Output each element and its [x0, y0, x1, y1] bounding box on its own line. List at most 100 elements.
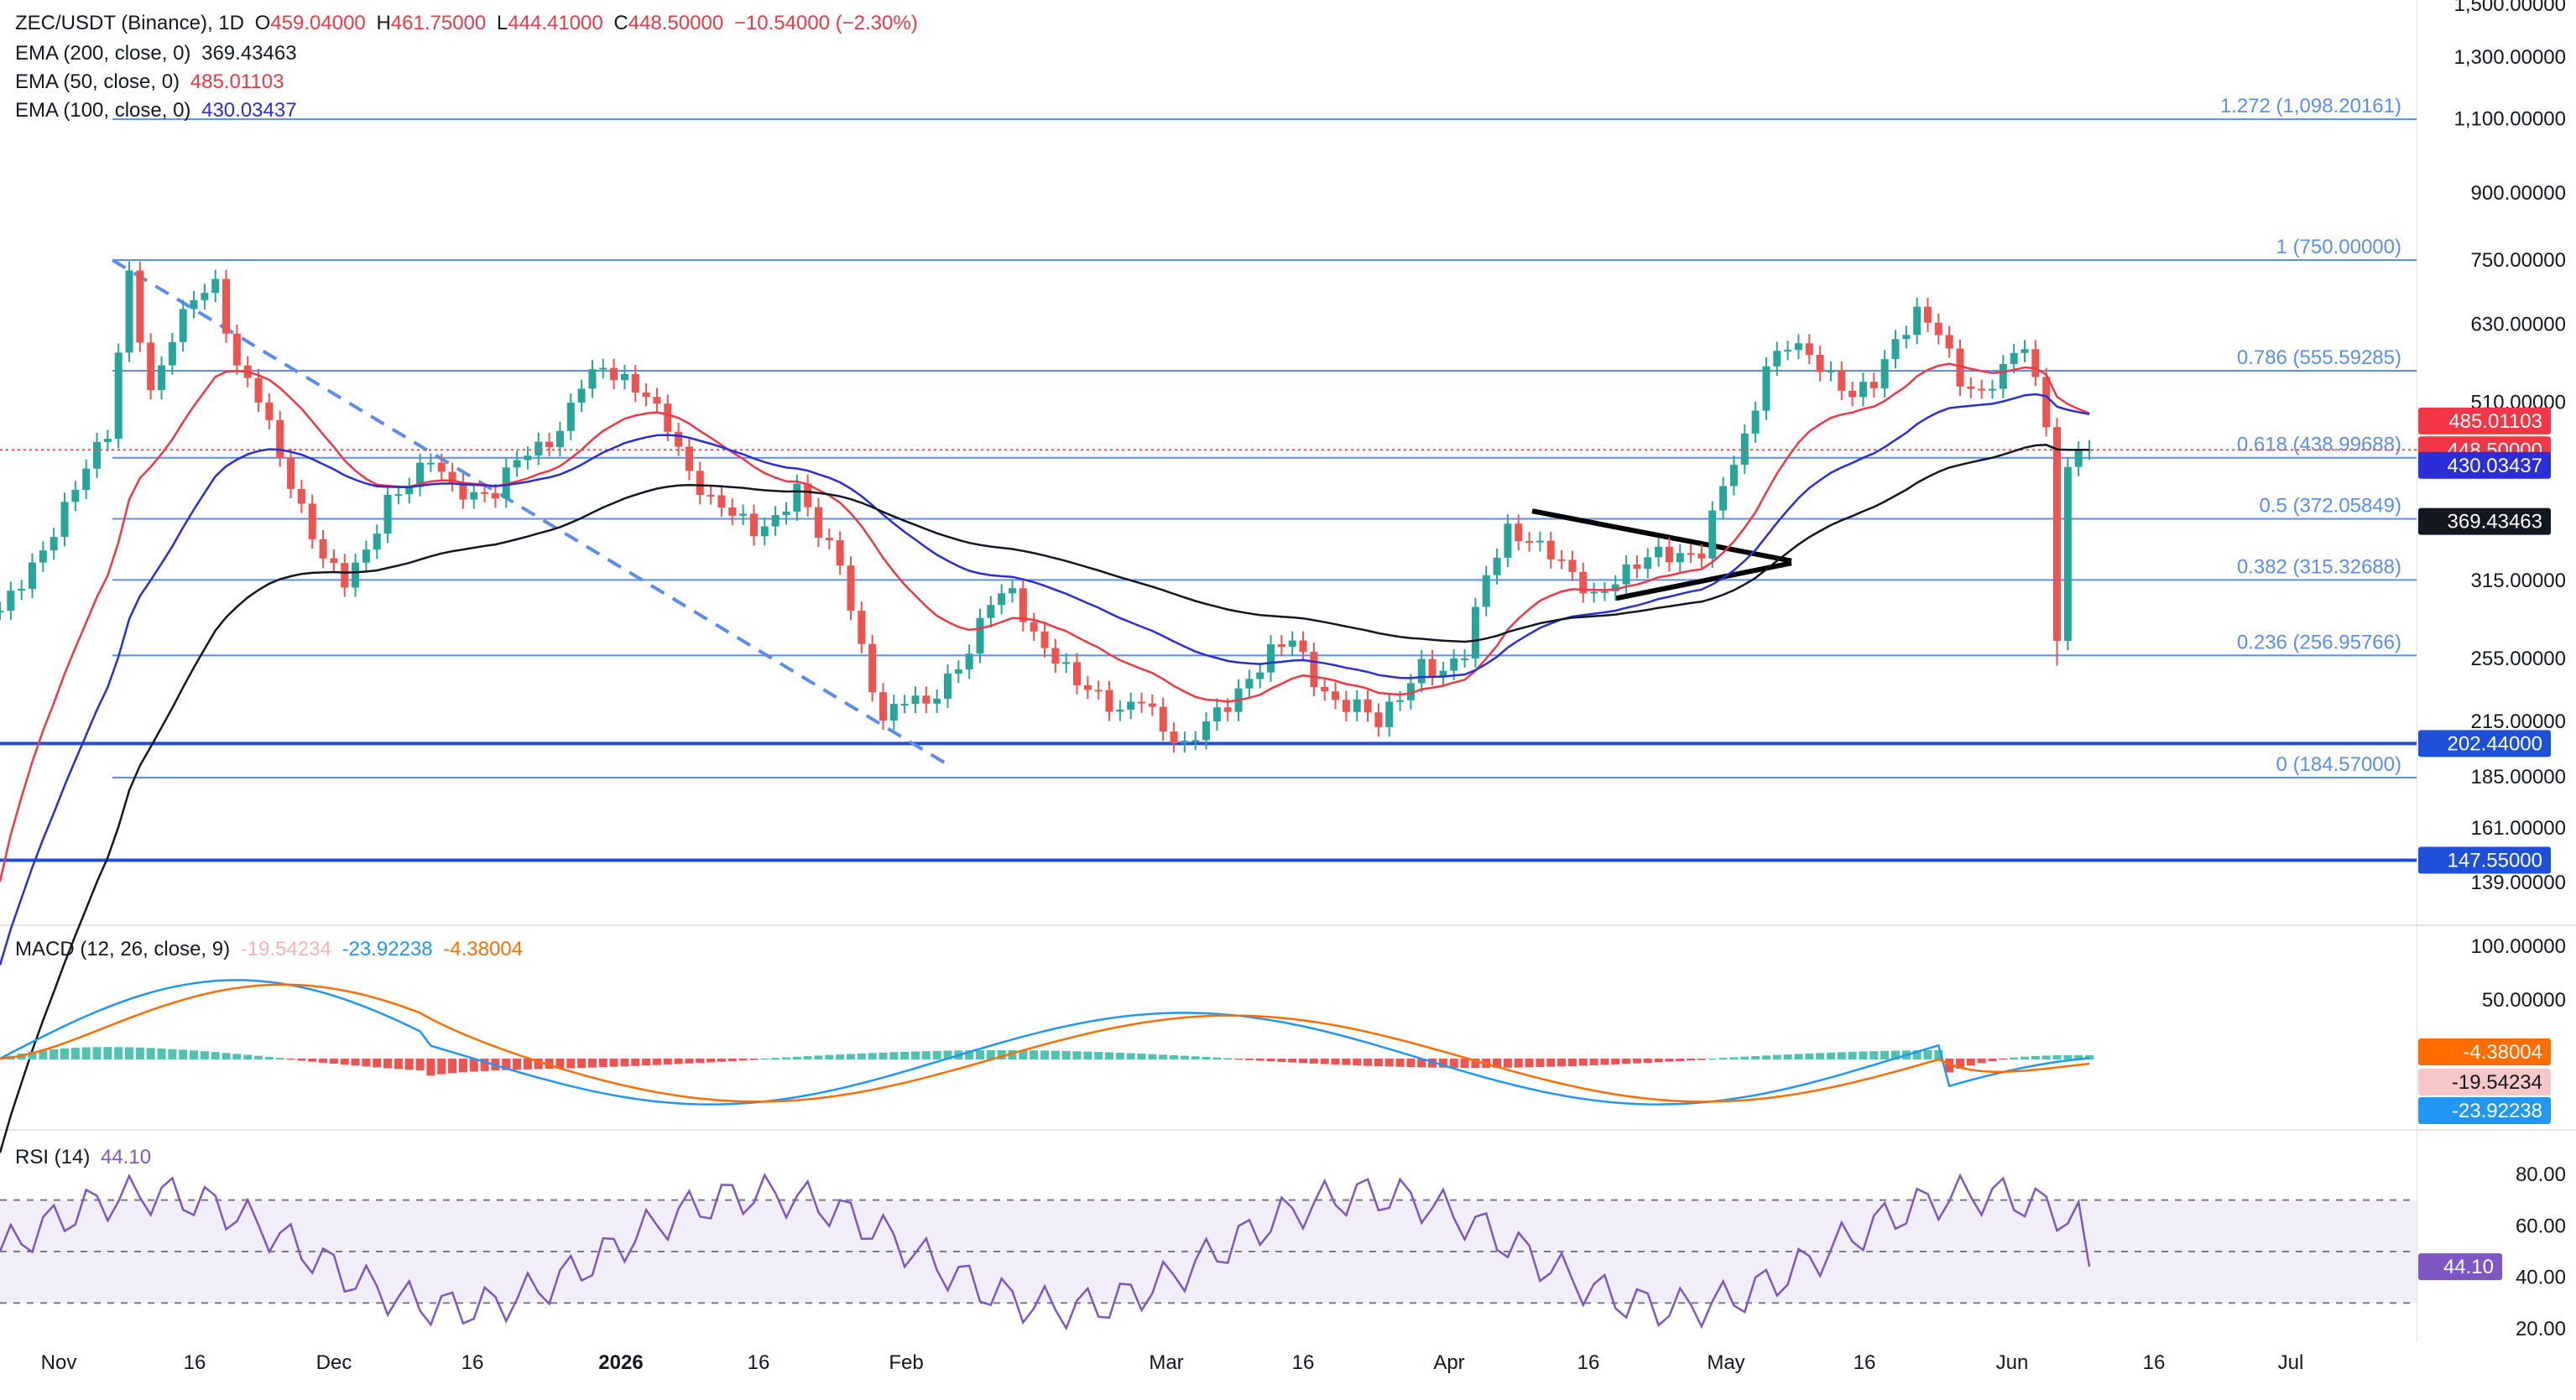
- macd-histogram-bar: [1783, 1054, 1792, 1059]
- macd-pane[interactable]: 100.00000 50.00000 -4.38004 -19.54234 -23.92…: [0, 935, 2566, 1124]
- rsi-pane[interactable]: 80.00 60.00 40.00 20.00 44.10: [0, 1163, 2566, 1340]
- candle-body: [1116, 710, 1124, 712]
- macd-histogram-bar: [1331, 1059, 1340, 1065]
- pane-separator: [0, 1129, 2576, 1131]
- drawings[interactable]: [111, 258, 1792, 768]
- macd-histogram-bar: [351, 1059, 360, 1066]
- candle-body: [588, 369, 597, 389]
- candle-body: [7, 591, 15, 612]
- macd-histogram-bar: [1008, 1050, 1017, 1059]
- macd-histogram-bar: [910, 1051, 920, 1059]
- ema200-value: 369.43463: [201, 42, 297, 65]
- macd-histogram-bar: [1934, 1049, 1943, 1059]
- candle-body: [103, 439, 112, 442]
- candle-body: [1794, 343, 1802, 351]
- macd-histogram-bar: [2020, 1056, 2029, 1059]
- macd-histogram-bar: [836, 1054, 845, 1059]
- candle-body: [2021, 349, 2029, 353]
- candle-body: [577, 388, 586, 403]
- macd-histogram-bar: [1395, 1059, 1405, 1067]
- candle-body: [998, 593, 1006, 606]
- candle-body: [1869, 382, 1878, 388]
- candle-body: [426, 462, 435, 465]
- ema200-legend[interactable]: EMA (200, close, 0) 369.43463: [15, 42, 302, 65]
- ema100-legend[interactable]: EMA (100, close, 0) 430.03437: [15, 99, 302, 122]
- time-axis-tick: Dec: [316, 1351, 352, 1374]
- time-axis-tick: 16: [184, 1351, 206, 1374]
- candle-body: [1256, 672, 1265, 679]
- candle-body: [201, 293, 209, 300]
- macd-histogram-bar: [1438, 1059, 1447, 1068]
- symbol-legend[interactable]: ZEC/USDT (Binance), 1D O459.04000 H461.7…: [15, 12, 923, 35]
- time-axis[interactable]: Nov 16 Dec 16 2026 16 Feb Mar 16 Apr 16 May 16 Jun 16 J…: [41, 1351, 2304, 1374]
- macd-histogram-bar: [1816, 1053, 1825, 1059]
- macd-histogram-bar: [943, 1050, 952, 1059]
- macd-histogram-bar: [1578, 1059, 1588, 1066]
- macd-histogram-bar: [825, 1054, 834, 1059]
- macd-histogram-bar: [340, 1059, 349, 1065]
- macd-histogram-bar: [28, 1051, 37, 1059]
- candle-body: [470, 492, 478, 500]
- candle-body: [1288, 640, 1296, 648]
- candle-body: [1849, 390, 1857, 398]
- price-badge-label: 430.03437: [2448, 455, 2542, 477]
- macd-histogram-bar: [2085, 1055, 2094, 1059]
- candle-body: [696, 471, 704, 496]
- fib-level-label: 0.382 (315.32688): [2237, 555, 2401, 578]
- candle-body: [1008, 588, 1016, 594]
- time-axis-tick: Mar: [1149, 1351, 1183, 1374]
- candle-body: [1450, 658, 1458, 671]
- candle-body: [889, 704, 898, 721]
- candle-body: [631, 373, 639, 393]
- candle-body: [373, 533, 381, 550]
- candle-body: [707, 495, 715, 497]
- fibonacci-retracement[interactable]: 1.272 (1,098.20161) 1 (750.00000) 0.786 (5…: [0, 95, 2417, 862]
- candle-body: [922, 695, 931, 704]
- macd-histogram-bar: [1945, 1059, 1954, 1073]
- macd-histogram-bar: [781, 1057, 790, 1059]
- macd-axis-tick: 50.00000: [2482, 989, 2566, 1012]
- time-axis-tick: 16: [1854, 1351, 1876, 1374]
- candle-body: [1729, 464, 1738, 487]
- macd-histogram-bar: [1105, 1052, 1114, 1059]
- macd-histogram-bar: [1589, 1059, 1598, 1065]
- high-value: H461.75000: [376, 12, 487, 34]
- ema50-legend[interactable]: EMA (50, close, 0) 485.01103: [15, 70, 289, 94]
- macd-histogram-bar: [965, 1050, 974, 1059]
- candle-body: [2042, 377, 2051, 428]
- macd-histogram-bar: [749, 1059, 759, 1060]
- candle-body: [664, 403, 672, 432]
- candle-body: [1988, 388, 1996, 391]
- price-axis[interactable]: 1,500.00000 1,300.00000 1,100.00000 900.000…: [2418, 0, 2566, 894]
- triangle-lower-line: [1615, 560, 1792, 601]
- time-axis-tick: 16: [461, 1351, 484, 1374]
- macd-histogram-bar: [523, 1059, 532, 1070]
- candle-body: [1945, 335, 1953, 349]
- candle-body: [771, 515, 780, 527]
- candle-body: [1923, 306, 1932, 323]
- macd-histogram-bar: [1622, 1059, 1631, 1064]
- macd-histogram-bar: [1288, 1059, 1297, 1063]
- candlestick-series[interactable]: [0, 261, 2417, 753]
- macd-histogram-bar: [921, 1051, 931, 1059]
- macd-line: [0, 979, 2090, 1106]
- candle-body: [1040, 631, 1049, 648]
- candle-body: [1546, 540, 1555, 559]
- symbol-title[interactable]: ZEC/USDT (Binance), 1D: [15, 12, 244, 34]
- candle-body: [566, 403, 575, 431]
- candle-body: [1978, 388, 1986, 391]
- candle-body: [459, 481, 467, 500]
- rsi-legend[interactable]: RSI (14) 44.10: [15, 1146, 156, 1169]
- macd-badge: [2418, 1038, 2551, 1065]
- candle-body: [190, 299, 198, 310]
- macd-histogram-bar: [771, 1058, 780, 1059]
- macd-histogram-bar: [1309, 1059, 1318, 1064]
- candle-body: [50, 537, 58, 551]
- macd-histogram-bar: [1449, 1059, 1458, 1068]
- macd-histogram-bar: [502, 1059, 511, 1070]
- ema100-value: 430.03437: [201, 99, 297, 122]
- macd-histogram-bar: [1718, 1058, 1728, 1059]
- macd-histogram-bar: [900, 1051, 910, 1059]
- macd-legend[interactable]: MACD (12, 26, close, 9) -19.54234 -23.92…: [15, 938, 528, 961]
